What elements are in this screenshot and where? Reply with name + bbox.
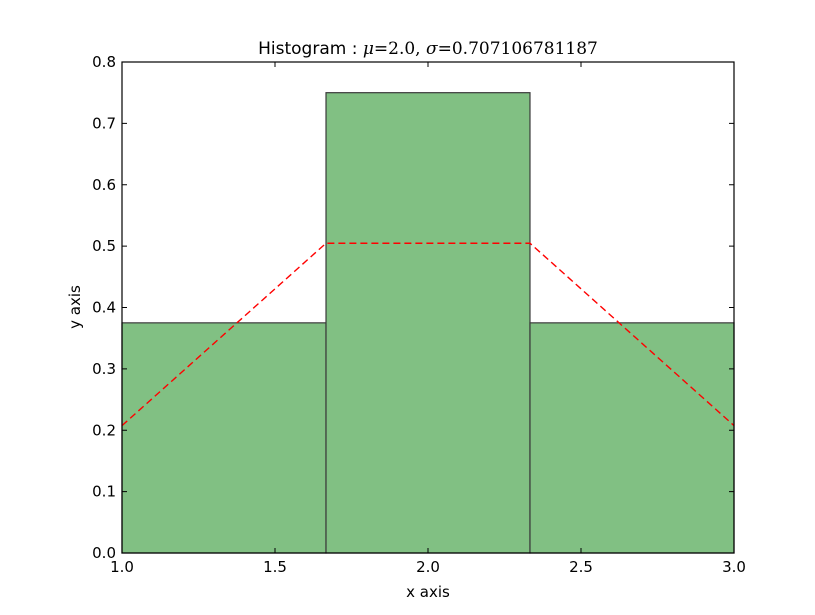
y-tick-label: 0.7 [92,114,116,132]
chart-title-sigma-symbol: σ [426,39,438,59]
histogram-bar-3 [529,322,735,554]
y-tick-label: 0.3 [92,360,116,378]
pdf-line-1 [121,242,735,427]
y-tick-label: 0.1 [92,483,116,501]
x-axis-label: x axis [406,583,450,601]
x-tick-label: 3.0 [722,558,746,576]
y-tick-label: 0.0 [92,544,116,562]
x-tick-label: 1.5 [263,558,287,576]
pdf-curve-group [121,242,735,427]
x-tick-label: 1.0 [110,558,134,576]
y-tick-label: 0.6 [92,176,116,194]
histogram-bars [121,92,735,554]
y-tick-label: 0.2 [92,421,116,439]
x-tick-label: 2.5 [569,558,593,576]
chart-title: Histogram : μ=2.0, σ=0.707106781187 [258,39,598,59]
plot-frame [121,61,735,554]
x-tick-label: 2.0 [416,558,440,576]
x-axis-ticks: 1.0 1.5 2.0 2.5 3.0 [110,62,746,576]
chart-title-sigma-value: =0.707106781187 [438,39,598,59]
y-axis-ticks: 0.0 0.1 0.2 0.3 0.4 0.5 0.6 0.7 0.8 [92,53,734,562]
y-tick-label: 0.8 [92,53,116,71]
chart-title-prefix: Histogram : [258,39,363,59]
y-axis-label: y axis [66,285,84,329]
histogram-bar-2 [325,92,531,554]
chart-title-mu-symbol: μ [363,39,374,59]
histogram-bar-1 [121,322,327,554]
y-tick-label: 0.5 [92,237,116,255]
y-tick-label: 0.4 [92,299,116,317]
chart-title-mu-value: =2.0, [374,39,421,59]
